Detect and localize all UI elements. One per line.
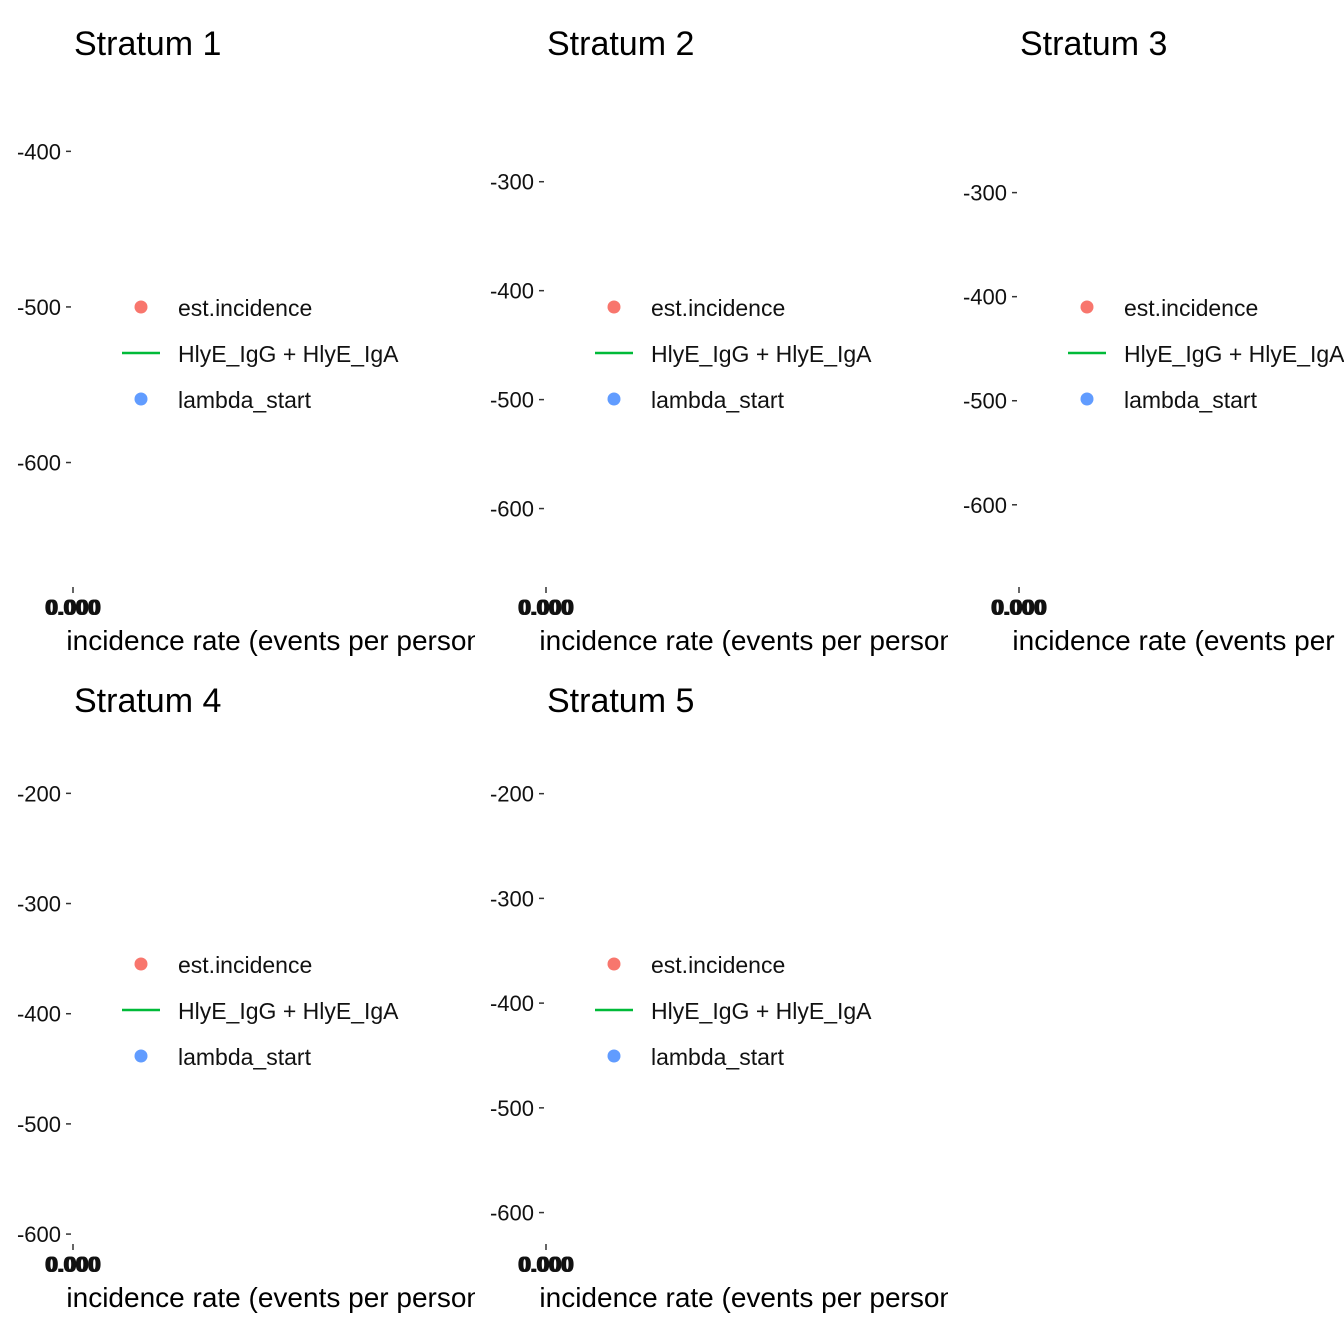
legend-label: HlyE_IgG + HlyE_IgA	[651, 998, 872, 1024]
facet-panel-4: Stratum 4 -200 -300 -400 -500 -600 log(likelih…	[17, 682, 553, 1313]
legend-label: est.incidence	[178, 295, 312, 321]
y-tick-label: -400	[963, 285, 1007, 310]
legend-label: lambda_start	[178, 387, 312, 413]
y-tick-label: -600	[17, 451, 61, 476]
x-tick-label: 0.000	[46, 595, 101, 620]
y-tick-label: -300	[490, 886, 534, 911]
panel-title: Stratum 4	[74, 682, 221, 720]
legend-label: lambda_start	[1124, 387, 1258, 413]
panel-title: Stratum 5	[547, 682, 694, 720]
y-tick-label: -400	[490, 279, 534, 304]
y-tick-label: -400	[490, 991, 534, 1016]
x-tick-label: 0.000	[517, 1252, 572, 1277]
x-tick-label: 0.000	[44, 1252, 99, 1277]
y-axis-label: log(likelihood)	[421, 912, 452, 1085]
x-tick-label: 0.000	[990, 595, 1045, 620]
y-tick-label: -300	[17, 892, 61, 917]
x-axis-label: incidence rate (events per person:year)	[1012, 625, 1344, 656]
y-tick-label: -600	[963, 493, 1007, 518]
x-tick-label: 0.000	[517, 595, 572, 620]
panel-title: Stratum 3	[1020, 25, 1167, 63]
y-tick-label: -400	[17, 1002, 61, 1027]
legend-label: est.incidence	[651, 295, 785, 321]
y-tick-label: -300	[490, 170, 534, 195]
legend-key-point	[134, 957, 148, 971]
legend-key-point	[607, 300, 621, 314]
x-tick-label: 0.000	[46, 1252, 101, 1277]
legend-key-point	[134, 392, 148, 406]
x-tick-label: 0.000	[519, 595, 574, 620]
x-axis-label: incidence rate (events per person:year)	[539, 625, 1026, 656]
y-axis-label: log(likelihood)	[894, 255, 925, 428]
legend-key-point	[134, 1049, 148, 1063]
y-tick-label: -500	[17, 1112, 61, 1137]
legend-label: lambda_start	[651, 387, 785, 413]
y-tick-label: -600	[490, 1201, 534, 1226]
facet-panel-2: Stratum 2 -300 -400 -500 -600 log(likelihood)…	[421, 25, 1026, 656]
facet-panel-1: Stratum 1 -400 -500 -600 log(likelihood) 0.00…	[17, 25, 553, 656]
legend-label: HlyE_IgG + HlyE_IgA	[1124, 341, 1344, 367]
y-tick-label: -600	[490, 497, 534, 522]
y-tick-label: -500	[17, 295, 61, 320]
legend-key-point	[607, 957, 621, 971]
x-tick-label: 0.000	[519, 1252, 574, 1277]
y-tick-label: -500	[490, 1096, 534, 1121]
legend-label: lambda_start	[651, 1044, 785, 1070]
legend-key-point	[607, 392, 621, 406]
legend-label: est.incidence	[178, 952, 312, 978]
y-tick-label: -600	[17, 1222, 61, 1247]
facet-panel-3: Stratum 3 -300 -400 -500 -600 log(likelihood)…	[894, 25, 1344, 656]
y-tick-label: -200	[490, 782, 534, 807]
x-axis-label: incidence rate (events per person:year)	[66, 625, 553, 656]
x-axis-label: incidence rate (events per person:year)	[66, 1282, 553, 1313]
legend-label: est.incidence	[651, 952, 785, 978]
y-tick-label: -500	[963, 389, 1007, 414]
legend-key-point	[1080, 300, 1094, 314]
legend-label: est.incidence	[1124, 295, 1258, 321]
legend-key-point	[607, 1049, 621, 1063]
x-tick-label: 0.000	[44, 595, 99, 620]
y-tick-label: -300	[963, 181, 1007, 206]
y-tick-label: -200	[17, 781, 61, 806]
legend-label: HlyE_IgG + HlyE_IgA	[178, 341, 399, 367]
y-tick-label: -500	[490, 388, 534, 413]
x-axis-label: incidence rate (events per person:year)	[539, 1282, 1026, 1313]
y-axis-label: log(likelihood)	[421, 255, 452, 428]
legend-key-point	[134, 300, 148, 314]
legend-key-point	[1080, 392, 1094, 406]
panel-title: Stratum 2	[547, 25, 694, 63]
x-tick-label: 0.000	[992, 595, 1047, 620]
legend-label: lambda_start	[178, 1044, 312, 1070]
legend-label: HlyE_IgG + HlyE_IgA	[651, 341, 872, 367]
facet-panel-5: Stratum 5 -200 -300 -400 -500 -600 log(likelih…	[421, 682, 1026, 1313]
y-tick-label: -400	[17, 139, 61, 164]
panel-title: Stratum 1	[74, 25, 221, 63]
legend-label: HlyE_IgG + HlyE_IgA	[178, 998, 399, 1024]
